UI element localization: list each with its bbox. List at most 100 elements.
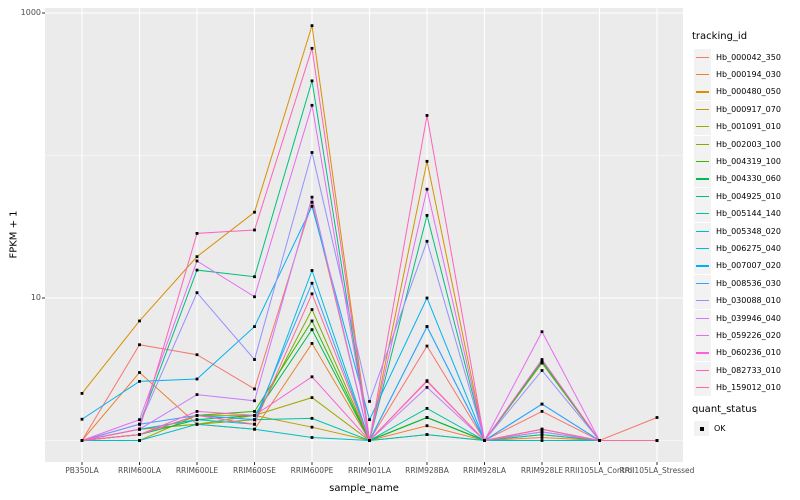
data-point bbox=[425, 424, 429, 428]
legend-title-quant-status: quant_status bbox=[692, 404, 757, 415]
x-tick-label-RRIM600PE: RRIM600PE bbox=[290, 466, 334, 475]
data-point bbox=[540, 427, 544, 431]
data-point bbox=[655, 416, 659, 419]
legend-item-label: Hb_004925_010 bbox=[716, 191, 781, 201]
x-tick-label-PB350LA: PB350LA bbox=[65, 466, 99, 475]
data-point bbox=[540, 330, 544, 334]
series-color-line-icon bbox=[696, 160, 709, 163]
data-point bbox=[138, 422, 141, 426]
data-point bbox=[253, 295, 256, 299]
data-point bbox=[425, 325, 429, 328]
data-point bbox=[310, 328, 314, 332]
data-point bbox=[138, 319, 141, 323]
series-color-line-icon bbox=[696, 387, 709, 389]
legend-item-label: Hb_000480_050 bbox=[716, 87, 781, 97]
data-point bbox=[195, 255, 199, 259]
series-color-line-icon bbox=[696, 369, 709, 372]
data-point bbox=[138, 343, 141, 347]
legend-key-box bbox=[694, 187, 711, 205]
series-color-line-icon bbox=[696, 91, 709, 93]
legend-item-label: Hb_030088_010 bbox=[716, 296, 781, 306]
legend-item-label: Hb_060236_010 bbox=[716, 348, 781, 358]
data-point bbox=[540, 358, 544, 361]
series-color-line-icon bbox=[696, 247, 709, 250]
legend-key-box bbox=[694, 222, 711, 240]
data-point bbox=[138, 379, 141, 383]
data-point bbox=[80, 439, 84, 442]
data-point bbox=[310, 24, 314, 28]
data-point bbox=[310, 204, 314, 208]
data-point bbox=[540, 430, 544, 434]
data-point bbox=[138, 427, 141, 431]
legend-key-box bbox=[694, 83, 711, 101]
data-point bbox=[195, 418, 199, 422]
legend-item-label: Hb_005348_020 bbox=[716, 226, 781, 236]
legend-item-label: Hb_004319_100 bbox=[716, 156, 781, 166]
series-color-line-icon bbox=[696, 317, 709, 319]
legend-key-box bbox=[694, 239, 711, 257]
data-point bbox=[195, 393, 199, 396]
series-color-line-icon bbox=[696, 300, 709, 302]
legend-key-box bbox=[694, 344, 711, 362]
data-point bbox=[310, 425, 314, 429]
data-point bbox=[310, 436, 314, 439]
data-point bbox=[425, 379, 429, 383]
data-point bbox=[310, 151, 314, 154]
legend-key-box bbox=[694, 274, 711, 292]
legend-key-box bbox=[694, 257, 711, 275]
data-point bbox=[310, 292, 314, 296]
quant-ok-label: OK bbox=[714, 424, 726, 433]
legend-item-label: Hb_004330_060 bbox=[716, 174, 781, 184]
x-tick-label-RRIM901LA: RRIM901LA bbox=[348, 466, 391, 475]
data-point bbox=[253, 414, 256, 417]
data-point bbox=[425, 239, 429, 243]
series-color-line-icon bbox=[696, 108, 709, 111]
data-point bbox=[195, 422, 199, 426]
series-color-line-icon bbox=[696, 334, 709, 337]
series-color-line-icon bbox=[696, 73, 709, 76]
data-point bbox=[425, 187, 429, 191]
data-point bbox=[540, 369, 544, 372]
data-point bbox=[253, 275, 256, 279]
data-point bbox=[310, 416, 314, 420]
x-tick-label-RRIM600SE: RRIM600SE bbox=[233, 466, 276, 475]
legend-item-label: Hb_008536_030 bbox=[716, 278, 781, 288]
data-point bbox=[310, 79, 314, 83]
x-tick-label-RRII105LA_Stressed: RRII105LA_Stressed bbox=[619, 466, 695, 475]
data-point bbox=[253, 399, 256, 403]
data-point bbox=[483, 439, 486, 442]
data-point bbox=[425, 159, 429, 163]
data-point bbox=[195, 268, 199, 272]
data-point bbox=[138, 433, 141, 437]
x-tick-label-RRIM928BA: RRIM928BA bbox=[405, 466, 449, 475]
data-point bbox=[310, 308, 314, 311]
legend-key-box bbox=[694, 118, 711, 136]
y-tick-label-10: 10 bbox=[30, 293, 41, 302]
data-point bbox=[310, 269, 314, 272]
data-point bbox=[253, 387, 256, 391]
legend-item-label: Hb_039946_040 bbox=[716, 313, 781, 323]
series-color-line-icon bbox=[696, 126, 709, 128]
data-point bbox=[253, 418, 256, 422]
data-point bbox=[425, 385, 429, 389]
legend-key-box bbox=[694, 292, 711, 310]
data-point bbox=[138, 418, 141, 422]
data-point bbox=[253, 410, 256, 413]
data-point bbox=[195, 232, 199, 235]
data-point bbox=[253, 427, 256, 431]
data-point bbox=[425, 433, 429, 437]
legend-item-label: Hb_000194_030 bbox=[716, 69, 781, 79]
legend-item-label: Hb_001091_010 bbox=[716, 122, 781, 132]
data-point bbox=[425, 296, 429, 300]
data-point bbox=[368, 400, 371, 403]
x-tick-label-RRII105LA_Control: RRII105LA_Control bbox=[564, 466, 635, 475]
data-point bbox=[425, 344, 429, 348]
legend-key-box bbox=[694, 309, 711, 327]
data-point bbox=[540, 439, 544, 442]
legend-item-label: Hb_007007_020 bbox=[716, 261, 781, 271]
y-axis-title: FPKM + 1 bbox=[8, 210, 20, 259]
series-color-line-icon bbox=[696, 352, 709, 354]
data-point bbox=[425, 416, 429, 419]
